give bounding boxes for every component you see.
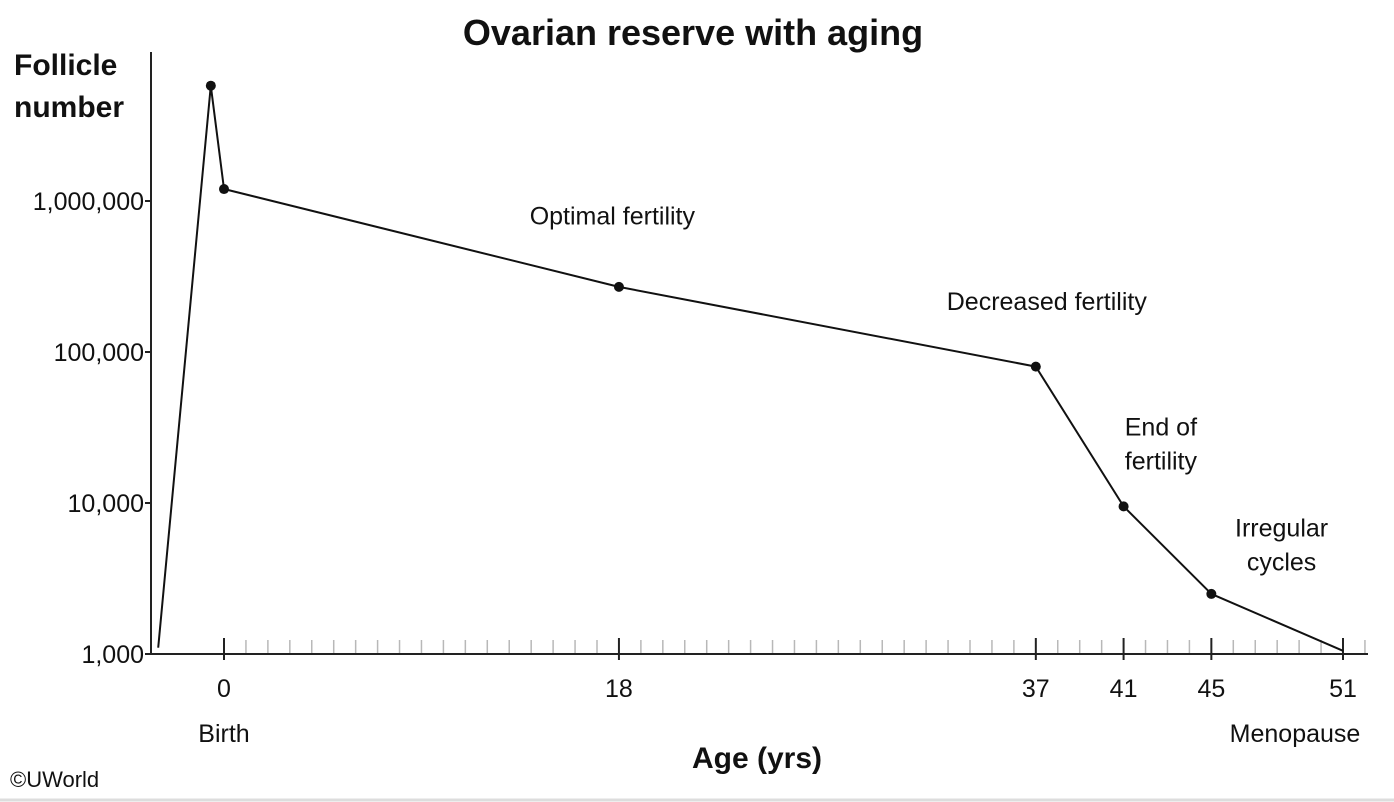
x-tick-label: 37: [1022, 675, 1050, 703]
y-tick-label: 1,000: [81, 641, 144, 669]
x-axis-label: Age (yrs): [692, 742, 822, 775]
x-tick-label: 0: [217, 675, 231, 703]
x-tick-label: 45: [1197, 675, 1225, 703]
chart-annotation: Decreased fertility: [947, 288, 1148, 316]
y-axis: 1,000 10,000 100,000 1,000,000: [33, 52, 152, 669]
series-line: [157, 84, 1344, 652]
copyright-notice: ©UWorld: [10, 767, 99, 792]
chart-annotation: Irregular cycles: [1235, 514, 1328, 576]
x-tick-sublabel: Birth: [198, 720, 249, 748]
chart-annotation: End of fertility: [1125, 413, 1198, 475]
chart-annotation-line: End of: [1125, 413, 1197, 441]
x-tick-label: 18: [605, 675, 633, 703]
data-point: [1118, 501, 1129, 512]
chart-annotation-line: cycles: [1247, 548, 1316, 576]
chart-annotation-line: fertility: [1125, 447, 1198, 475]
chart-annotation-line: Decreased fertility: [947, 288, 1148, 316]
chart-annotation-line: Irregular: [1235, 514, 1328, 542]
y-tick-label: 1,000,000: [33, 188, 144, 216]
x-axis: 0 Birth 18 37 41 45 51 Menopause: [151, 638, 1368, 748]
data-point: [219, 184, 229, 195]
y-tick-label: 10,000: [68, 490, 144, 518]
data-point: [1030, 361, 1041, 372]
x-axis-minor-ticks: [245, 640, 1366, 654]
y-axis-label-line-2: number: [14, 91, 124, 124]
annotations: Optimal fertility Decreased fertility End …: [530, 202, 1328, 576]
x-tick-sublabel: Menopause: [1230, 720, 1361, 748]
data-point: [205, 80, 216, 91]
x-tick-label: 51: [1329, 675, 1357, 703]
y-tick-label: 100,000: [54, 339, 144, 367]
x-tick-label: 41: [1110, 675, 1138, 703]
data-point: [1206, 588, 1217, 599]
data-point: [613, 281, 624, 292]
chart-annotation: Optimal fertility: [530, 202, 696, 230]
y-axis-label-line-1: Follicle: [14, 49, 117, 82]
chart-title: Ovarian reserve with aging: [463, 12, 923, 53]
chart-annotation-line: Optimal fertility: [530, 202, 696, 230]
data-series: [157, 80, 1344, 652]
